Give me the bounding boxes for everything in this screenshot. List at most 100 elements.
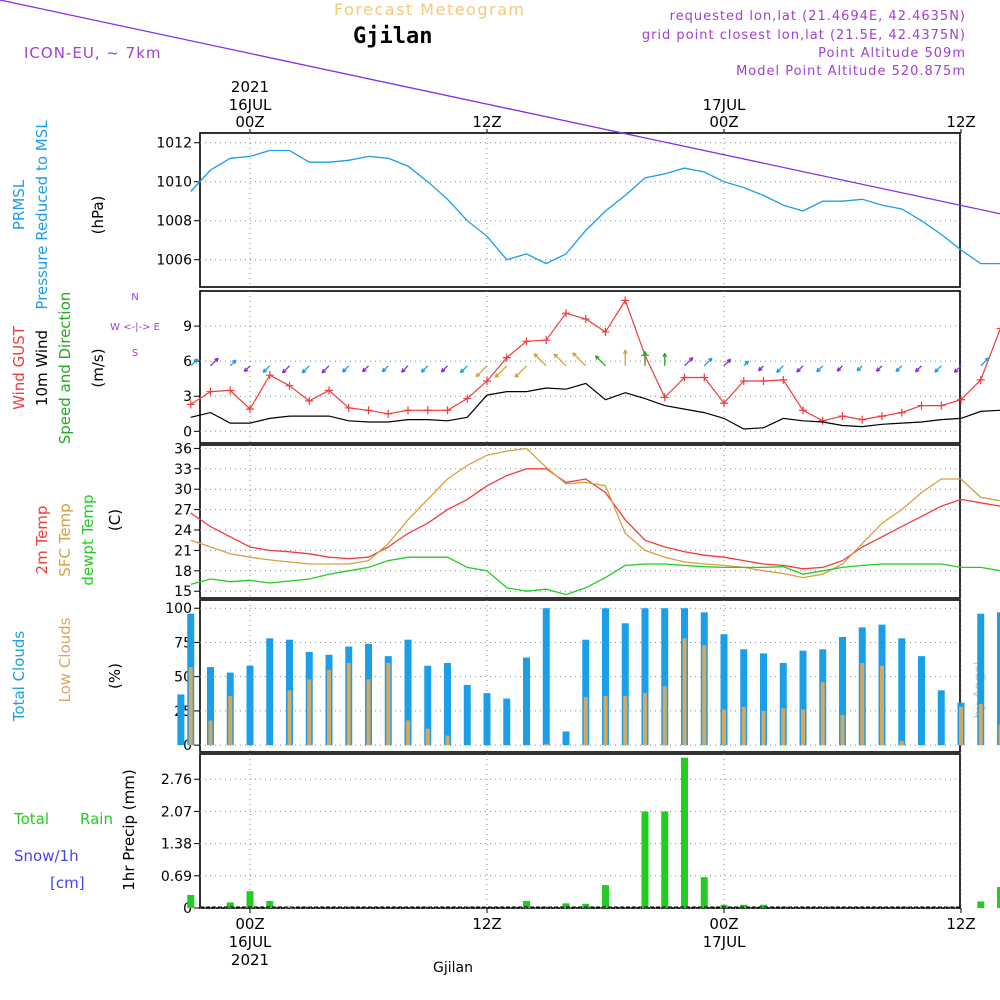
total-cloud-bar xyxy=(207,667,214,746)
wind-arrow-head xyxy=(688,356,694,362)
ytick-label: 9 xyxy=(183,319,192,335)
total-cloud-bar xyxy=(463,684,471,746)
wind-arrow-head xyxy=(475,372,481,378)
gust-point xyxy=(384,409,393,418)
wind-arrow-head xyxy=(514,373,520,378)
low-cloud-bar xyxy=(603,695,608,746)
ytick-label: 1.38 xyxy=(161,837,192,853)
low-cloud-bar xyxy=(899,741,904,746)
gust-point xyxy=(660,393,669,402)
total-cloud-bar xyxy=(799,650,807,746)
low-cloud-bar xyxy=(623,695,628,746)
ytick-label: 27 xyxy=(174,503,192,519)
low-cloud-bar xyxy=(880,665,884,746)
total-cloud-bar xyxy=(621,623,629,746)
wind-direction-arrow xyxy=(401,365,409,373)
low-cloud-bar xyxy=(840,715,845,746)
rain-bar xyxy=(226,902,234,908)
grid-coords: grid point closest lon,lat (21.5E, 42.43… xyxy=(641,28,966,43)
wind-arrow-head xyxy=(622,349,628,354)
gust-point xyxy=(404,406,412,415)
ytick-label: 1006 xyxy=(156,253,192,269)
wind-arrow-head xyxy=(984,357,990,362)
ytick-label: 100 xyxy=(165,601,192,617)
rain-bar xyxy=(286,906,293,908)
gust-point xyxy=(897,408,906,417)
bottom-time-label: 16JUL xyxy=(229,933,272,951)
product-title: Forecast Meteogram xyxy=(334,0,526,19)
gust-point xyxy=(581,315,590,324)
rain-bar xyxy=(641,811,649,908)
gust-point xyxy=(423,406,432,415)
total-cloud-bar xyxy=(720,634,728,746)
gust-point xyxy=(700,373,709,382)
gust-point xyxy=(285,381,294,390)
gust-point xyxy=(206,387,215,396)
low-cloud-bar xyxy=(860,662,865,746)
total-cloud-bar xyxy=(424,665,432,746)
ytick-label: 30 xyxy=(174,482,192,498)
ytick-label: 6 xyxy=(183,354,192,370)
wind-arrow-head xyxy=(281,368,287,374)
compass-ew: W <-|-> E xyxy=(110,322,160,333)
low-cloud-bar xyxy=(820,682,825,746)
pressure-label-2: Pressure Reduced to MSL xyxy=(33,120,51,310)
sfc-label: SFC Temp xyxy=(56,503,74,576)
wind-unit: (m/s) xyxy=(89,348,107,387)
total-cloud-bar xyxy=(997,612,1000,746)
t2m-label: 2m Temp xyxy=(33,506,51,575)
wind-direction-arrow xyxy=(595,355,606,367)
gust-point xyxy=(720,399,728,408)
total-cloud-bar xyxy=(602,608,609,746)
ytick-label: 0 xyxy=(183,424,192,440)
gust-point xyxy=(996,324,1000,333)
wind-arrow-head xyxy=(836,367,842,372)
wind-direction-arrow xyxy=(723,358,732,367)
wind-direction-arrow xyxy=(572,352,587,367)
ytick-label: 0.69 xyxy=(161,869,192,885)
bottom-time-label: 12Z xyxy=(946,915,975,933)
total-cloud-bar xyxy=(937,690,945,746)
wind-arrow-head xyxy=(744,360,750,366)
wind-arrow-head xyxy=(796,367,801,373)
gust-point xyxy=(937,401,946,410)
rain-bar xyxy=(523,901,530,908)
wind-arrow-head xyxy=(572,352,577,357)
rain-bar xyxy=(720,904,728,908)
wind-direction-arrow xyxy=(301,365,310,374)
top-year-label: 2021 xyxy=(231,78,269,96)
total-cloud-bar xyxy=(483,693,491,746)
footer-location: Gjilan xyxy=(433,960,473,976)
bottom-time-label: 2021 xyxy=(231,951,269,969)
gust-point xyxy=(799,406,807,415)
rain-bar xyxy=(661,811,669,908)
low-cloud-bar xyxy=(366,679,371,746)
wind-arrow-head xyxy=(642,351,648,356)
requested-coords: requested lon,lat (21.4694E, 42.4635N) xyxy=(669,9,966,24)
bottom-time-label: 00Z xyxy=(235,915,264,933)
gust-point xyxy=(443,406,452,415)
low-cloud-bar xyxy=(188,667,193,746)
ytick-label: 1012 xyxy=(156,136,192,152)
precip-snow-unit: [cm] xyxy=(50,874,85,892)
total-cloud-bar xyxy=(977,613,985,746)
wind-direction-arrow xyxy=(684,357,694,367)
total-cloud-bar xyxy=(661,608,669,746)
gust-label: Wind GUST xyxy=(10,325,28,410)
ytick-label: 21 xyxy=(174,543,192,559)
wind-direction-arrow xyxy=(282,365,290,374)
gust-point xyxy=(542,336,551,345)
wind-direction-arrow xyxy=(475,365,488,378)
rain-bar xyxy=(681,757,688,908)
rain-bar xyxy=(997,887,1000,908)
low-cloud-bar xyxy=(228,695,233,746)
gust-point xyxy=(878,412,886,421)
temp-unit: (C) xyxy=(106,509,124,531)
low-cloud-bar xyxy=(287,690,292,746)
top-date-label: 16JUL xyxy=(229,96,272,114)
gust-point xyxy=(344,403,353,412)
gust-point xyxy=(364,406,373,415)
rain-bar xyxy=(977,901,985,908)
wind-arrow-head xyxy=(875,367,881,372)
